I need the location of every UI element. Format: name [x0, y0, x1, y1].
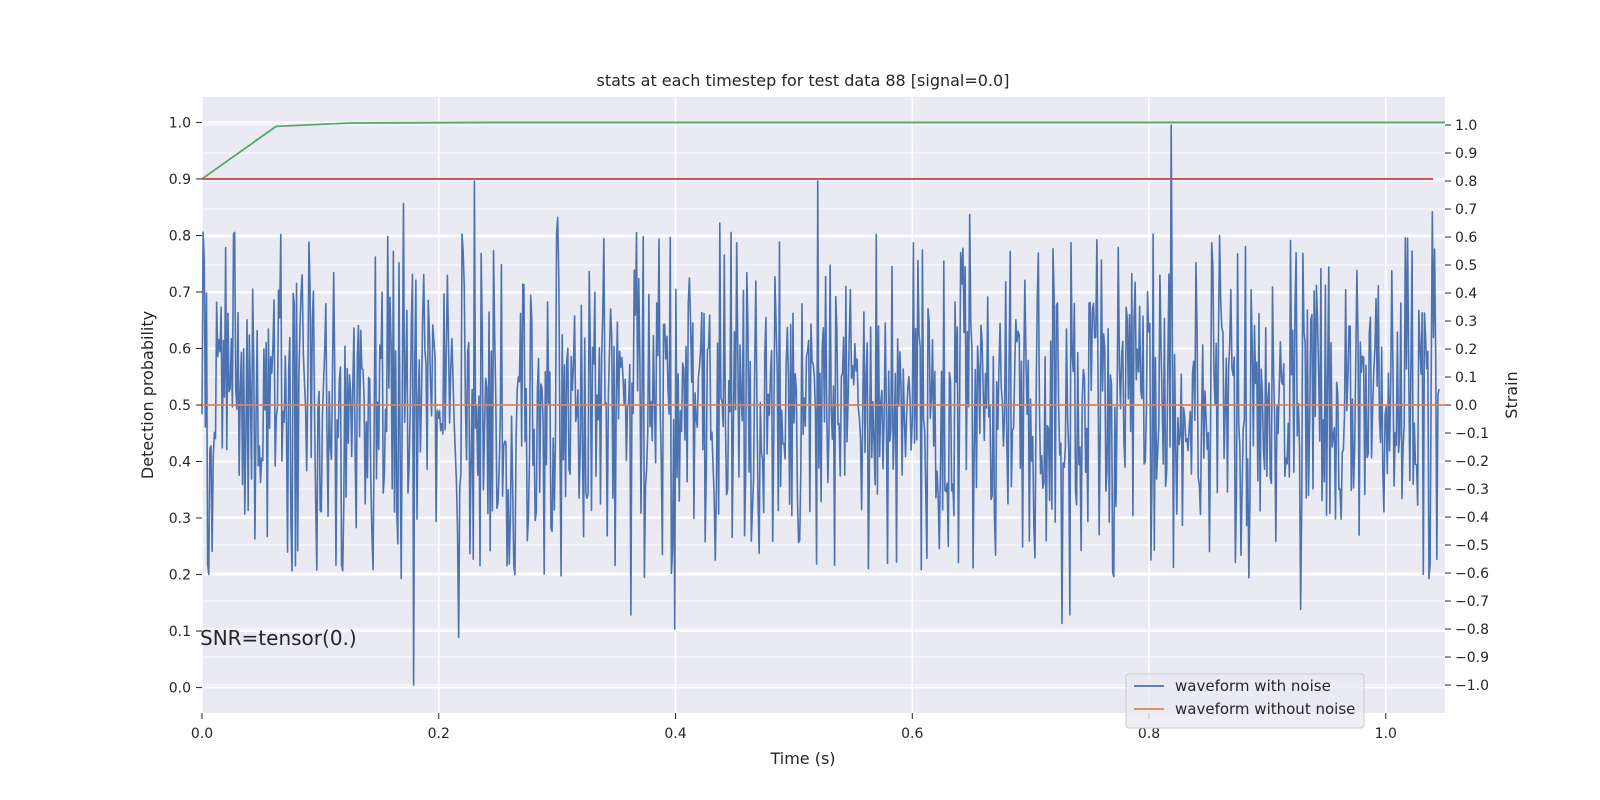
right-tick-label: −0.9 [1455, 650, 1489, 666]
left-tick-label: 0.0 [169, 681, 191, 697]
right-tick-label: 0.2 [1455, 342, 1477, 358]
x-axis-label: Time (s) [769, 749, 835, 768]
left-tick-label: 0.4 [169, 455, 191, 471]
right-tick-label: −1.0 [1455, 678, 1489, 694]
x-tick-label: 0.0 [191, 726, 213, 742]
right-tick-label: −0.2 [1455, 454, 1489, 470]
left-tick-label: 0.3 [169, 511, 191, 527]
right-tick-label: −0.4 [1455, 510, 1489, 526]
right-tick-label: −0.8 [1455, 622, 1489, 638]
right-axis: −1.0 −0.9 −0.8 −0.7 −0.6 −0.5 −0.4 −0.3 −0.2 −0.1… [1445, 118, 1489, 694]
right-axis-label: Strain [1502, 371, 1521, 418]
left-tick-label: 0.7 [169, 285, 191, 301]
right-tick-label: 0.5 [1455, 258, 1477, 274]
left-tick-label: 0.8 [169, 228, 191, 244]
series-waveform-with-noise [201, 124, 1440, 686]
right-tick-label: 0.6 [1455, 230, 1477, 246]
left-tick-label: 1.0 [169, 115, 191, 131]
grid [201, 97, 1445, 713]
left-tick-label: 0.5 [169, 398, 191, 414]
right-tick-label: 1.0 [1455, 118, 1477, 134]
legend-frame [1125, 673, 1365, 729]
legend-label-waveform-without-noise: waveform without noise [1175, 700, 1355, 718]
right-tick-label: 0.9 [1455, 146, 1477, 162]
right-tick-label: 0.0 [1455, 398, 1477, 414]
right-tick-label: 0.3 [1455, 314, 1477, 330]
x-tick-label: 0.8 [1138, 726, 1160, 742]
right-tick-label: 0.4 [1455, 286, 1477, 302]
x-tick-label: 1.0 [1375, 726, 1397, 742]
right-tick-label: −0.5 [1455, 538, 1489, 554]
right-tick-label: −0.7 [1455, 594, 1489, 610]
x-axis: 0.0 0.2 0.4 0.6 0.8 1.0 [191, 713, 1397, 742]
left-axis: 0.0 0.1 0.2 0.3 0.4 0.5 0.6 0.7 0.8 0.9 1.0 [169, 115, 202, 697]
series-detection-probability [201, 121, 1445, 180]
x-tick-label: 0.2 [428, 726, 450, 742]
right-tick-label: −0.1 [1455, 426, 1489, 442]
left-tick-label: 0.9 [169, 172, 191, 188]
chart-title: stats at each timestep for test data 88 … [597, 71, 1010, 90]
x-tick-label: 0.4 [664, 726, 686, 742]
right-tick-label: −0.6 [1455, 566, 1489, 582]
right-tick-label: −0.3 [1455, 482, 1489, 498]
series-layer [201, 121, 1445, 686]
legend: waveform with noise waveform without noi… [1125, 673, 1365, 729]
legend-label-waveform-with-noise: waveform with noise [1175, 677, 1331, 695]
right-tick-label: 0.7 [1455, 202, 1477, 218]
snr-annotation: SNR=tensor(0.) [200, 626, 357, 650]
left-tick-label: 0.6 [169, 341, 191, 357]
right-tick-label: 0.1 [1455, 370, 1477, 386]
x-tick-label: 0.6 [901, 726, 923, 742]
left-axis-label: Detection probability [138, 311, 157, 479]
left-tick-label: 0.2 [169, 568, 191, 584]
left-tick-label: 0.1 [169, 624, 191, 640]
right-tick-label: 0.8 [1455, 174, 1477, 190]
